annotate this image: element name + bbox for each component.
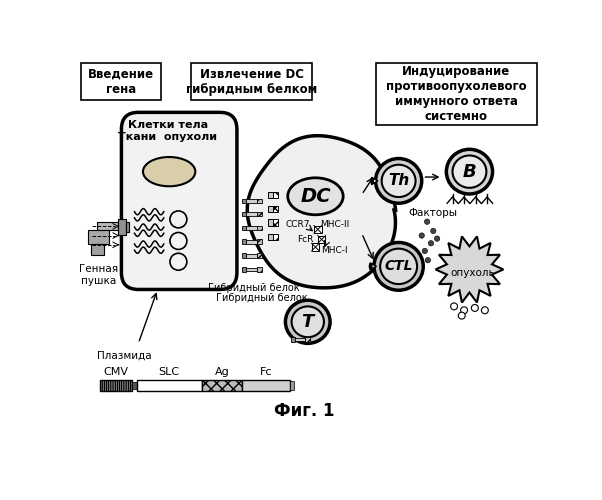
Bar <box>290 381 294 390</box>
Circle shape <box>424 219 430 224</box>
Bar <box>242 226 246 230</box>
Ellipse shape <box>380 248 417 284</box>
Bar <box>376 63 537 124</box>
Bar <box>246 226 257 230</box>
Bar <box>273 234 279 240</box>
Ellipse shape <box>143 157 195 186</box>
Ellipse shape <box>382 164 415 197</box>
Bar <box>268 234 273 240</box>
Circle shape <box>419 233 424 238</box>
Text: Плазмида: Плазмида <box>97 351 152 361</box>
Text: Ag: Ag <box>215 367 229 377</box>
Text: CMV: CMV <box>104 367 128 377</box>
Bar <box>246 199 257 203</box>
Bar <box>100 380 132 391</box>
Bar <box>246 254 257 258</box>
Bar <box>257 226 261 230</box>
Text: MHC-I: MHC-I <box>321 246 348 254</box>
Text: опухоль: опухоль <box>450 268 495 278</box>
Text: CCR7: CCR7 <box>285 220 310 228</box>
Ellipse shape <box>291 306 324 337</box>
Ellipse shape <box>453 156 486 188</box>
Circle shape <box>458 312 465 319</box>
Bar <box>91 244 105 255</box>
Ellipse shape <box>374 242 423 290</box>
Polygon shape <box>247 136 396 288</box>
Circle shape <box>430 228 436 234</box>
Bar <box>87 230 109 244</box>
Text: Фиг. 1: Фиг. 1 <box>274 402 334 420</box>
Text: MHC-II: MHC-II <box>320 220 349 228</box>
Wedge shape <box>373 178 378 183</box>
Text: B: B <box>462 162 476 180</box>
Bar <box>242 198 246 203</box>
Text: FcR: FcR <box>297 235 314 244</box>
Bar <box>242 254 246 258</box>
Bar <box>294 338 305 342</box>
Ellipse shape <box>446 150 492 194</box>
Bar <box>202 380 242 391</box>
Bar <box>137 380 202 391</box>
Text: Гибридный белок: Гибридный белок <box>208 284 300 294</box>
Bar <box>242 267 246 272</box>
Text: Гибридный белок: Гибридный белок <box>216 294 308 304</box>
Bar <box>291 337 294 342</box>
Text: Fc: Fc <box>260 367 273 377</box>
Bar <box>242 212 246 216</box>
Bar <box>97 222 122 230</box>
Bar <box>257 240 261 244</box>
Bar <box>273 206 279 212</box>
Bar <box>81 63 161 100</box>
Text: Клетки тела
Ткани  опухоли: Клетки тела Ткани опухоли <box>118 120 217 142</box>
Circle shape <box>428 240 433 246</box>
Bar <box>257 198 261 203</box>
Bar <box>314 226 321 233</box>
Circle shape <box>422 248 427 254</box>
Text: Индуцирование
противоопухолевого
иммунного ответа
системно: Индуцирование противоопухолевого иммунно… <box>386 65 527 123</box>
FancyBboxPatch shape <box>122 112 237 290</box>
Bar <box>257 267 261 272</box>
Bar <box>119 220 126 235</box>
Bar <box>268 192 273 198</box>
Bar <box>242 240 246 244</box>
Circle shape <box>425 258 430 263</box>
Bar <box>191 63 312 100</box>
Bar <box>257 254 261 258</box>
Text: T: T <box>302 313 314 331</box>
Bar <box>246 212 257 216</box>
Text: Факторы: Факторы <box>408 208 457 218</box>
Bar <box>242 380 290 391</box>
Bar <box>305 337 310 342</box>
Bar <box>273 192 279 198</box>
Text: Th: Th <box>388 174 409 188</box>
Text: SLC: SLC <box>158 367 180 377</box>
Ellipse shape <box>285 300 330 344</box>
Circle shape <box>471 304 479 312</box>
Circle shape <box>450 303 458 310</box>
Wedge shape <box>371 178 378 184</box>
Text: Извлечение DC
гибридным белком: Извлечение DC гибридным белком <box>186 68 317 96</box>
Text: DC: DC <box>300 187 330 206</box>
Bar <box>268 206 273 212</box>
Bar <box>257 212 261 216</box>
Bar <box>132 382 137 389</box>
Text: Генная
пушка: Генная пушка <box>79 264 118 285</box>
Bar <box>318 236 326 244</box>
Circle shape <box>435 236 440 242</box>
Wedge shape <box>370 263 376 270</box>
Wedge shape <box>371 264 376 268</box>
Text: CTL: CTL <box>384 260 413 274</box>
Bar <box>312 244 319 251</box>
Polygon shape <box>436 236 503 302</box>
Circle shape <box>482 307 488 314</box>
Bar <box>246 240 257 244</box>
Bar <box>273 220 279 226</box>
Ellipse shape <box>288 178 343 215</box>
Text: Введение
гена: Введение гена <box>87 68 154 96</box>
Bar <box>268 220 273 226</box>
Bar <box>126 222 129 232</box>
Circle shape <box>461 307 468 314</box>
Bar <box>246 268 257 272</box>
Ellipse shape <box>376 158 422 203</box>
